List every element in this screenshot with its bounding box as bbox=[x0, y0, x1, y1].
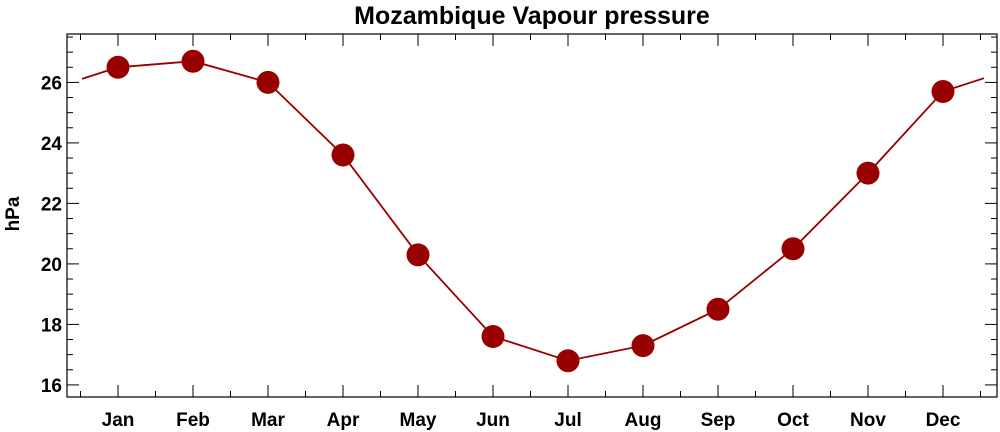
data-point-feb bbox=[181, 49, 205, 73]
x-tick-label: Feb bbox=[176, 410, 210, 431]
x-tick-label: Jan bbox=[102, 410, 135, 431]
x-tick-label: May bbox=[400, 410, 437, 431]
data-point-apr bbox=[331, 143, 355, 167]
data-point-mar bbox=[256, 70, 280, 94]
x-tick-label: Dec bbox=[926, 410, 961, 431]
plot-area: 16 18 20 22 24 26 Jan Feb Mar Apr May Jun Jul Aug Sep O… bbox=[41, 33, 998, 431]
x-tick-label: Jun bbox=[476, 410, 510, 431]
series-line bbox=[81, 60, 985, 362]
data-point-jan bbox=[106, 55, 130, 79]
x-tick-label: Nov bbox=[850, 410, 886, 431]
plot-frame bbox=[66, 33, 998, 398]
x-tick-label: Aug bbox=[625, 410, 662, 431]
chart-title: Mozambique Vapour pressure bbox=[354, 2, 710, 30]
x-tick-label: Oct bbox=[777, 410, 809, 431]
y-tick-label: 26 bbox=[41, 73, 62, 94]
data-point-sep bbox=[706, 297, 730, 321]
data-point-may bbox=[406, 243, 430, 267]
y-axis-label: hPa bbox=[3, 196, 24, 231]
x-tick-label: Jul bbox=[554, 410, 581, 431]
x-tick-label: Mar bbox=[251, 410, 285, 431]
y-tick-label: 18 bbox=[41, 315, 62, 336]
data-point-jun bbox=[481, 325, 505, 348]
data-point-nov bbox=[856, 161, 880, 185]
y-tick-label: 22 bbox=[41, 194, 62, 215]
x-tick-label: Apr bbox=[327, 410, 360, 431]
data-point-aug bbox=[631, 334, 655, 358]
data-point-oct bbox=[781, 237, 805, 261]
data-point-jul bbox=[556, 349, 580, 373]
data-point-dec bbox=[931, 79, 955, 103]
y-tick-label: 24 bbox=[41, 134, 63, 155]
y-tick-label: 20 bbox=[41, 255, 62, 276]
y-tick-label: 16 bbox=[41, 376, 62, 397]
x-tick-label: Sep bbox=[701, 410, 736, 431]
